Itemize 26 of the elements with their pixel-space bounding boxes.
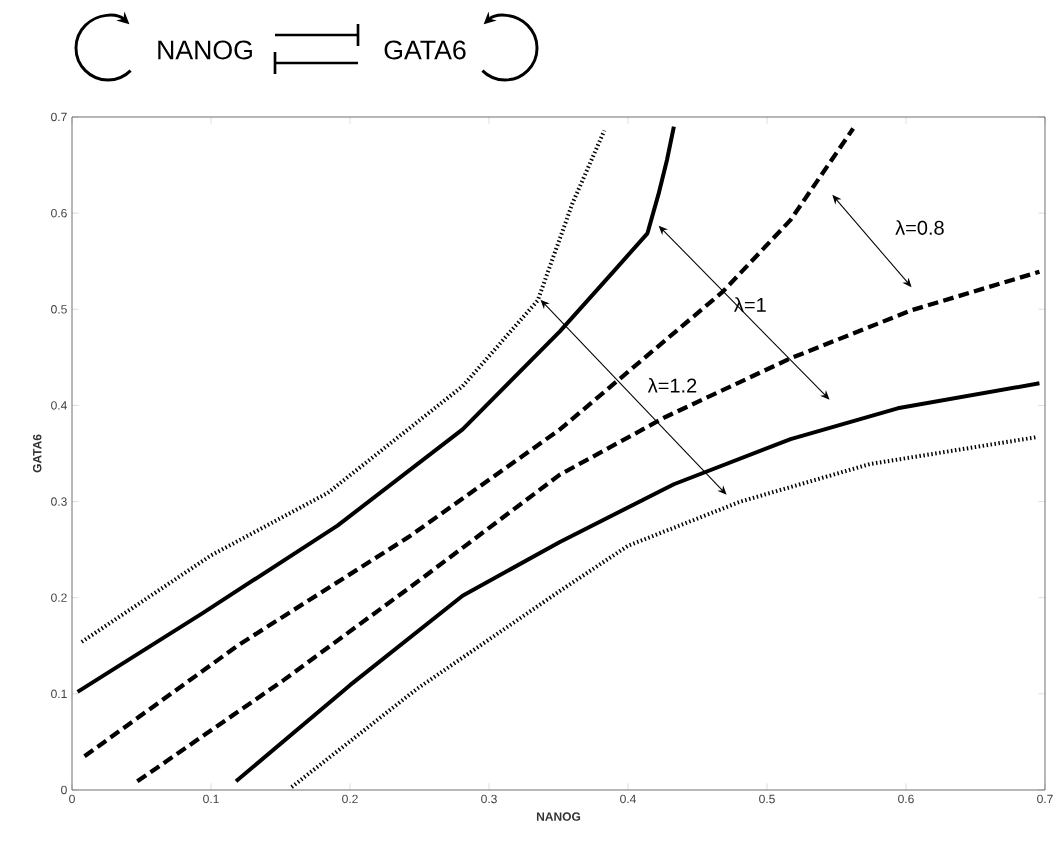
x-tick-label: 0.7	[1037, 794, 1053, 804]
y-tick-label: 0	[61, 785, 67, 795]
annotation: λ=0.8	[895, 220, 944, 235]
y-tick-label: 0.5	[51, 305, 67, 314]
x-tick-label: 0.1	[203, 794, 219, 804]
text: GATA6	[384, 40, 466, 60]
x-tick-label: 0.2	[342, 794, 358, 804]
x-tick-label: 0.3	[481, 794, 497, 804]
x-axis-title: NANOG	[536, 812, 581, 821]
x-tick-label: 0.5	[759, 794, 775, 804]
y-tick-label: 0.1	[51, 689, 67, 699]
line-series	[289, 435, 1039, 790]
y-axis-title: GATA6	[32, 434, 42, 473]
line-series	[79, 128, 607, 644]
y-tick-label: 0.7	[51, 112, 67, 122]
y-tick-label: 0.2	[51, 593, 67, 602]
x-tick-label: 0.6	[898, 794, 914, 804]
annotation: λ=1.2	[647, 377, 697, 393]
y-tick-label: 0.4	[51, 401, 67, 410]
x-tick-label: 0	[69, 794, 75, 804]
x-tick-label: 0.4	[620, 794, 636, 804]
y-tick-label: 0.6	[51, 208, 67, 218]
annotation: λ=1	[734, 297, 766, 312]
text: NANOG	[158, 40, 252, 60]
y-tick-label: 0.3	[51, 497, 67, 506]
line-series	[82, 126, 856, 759]
